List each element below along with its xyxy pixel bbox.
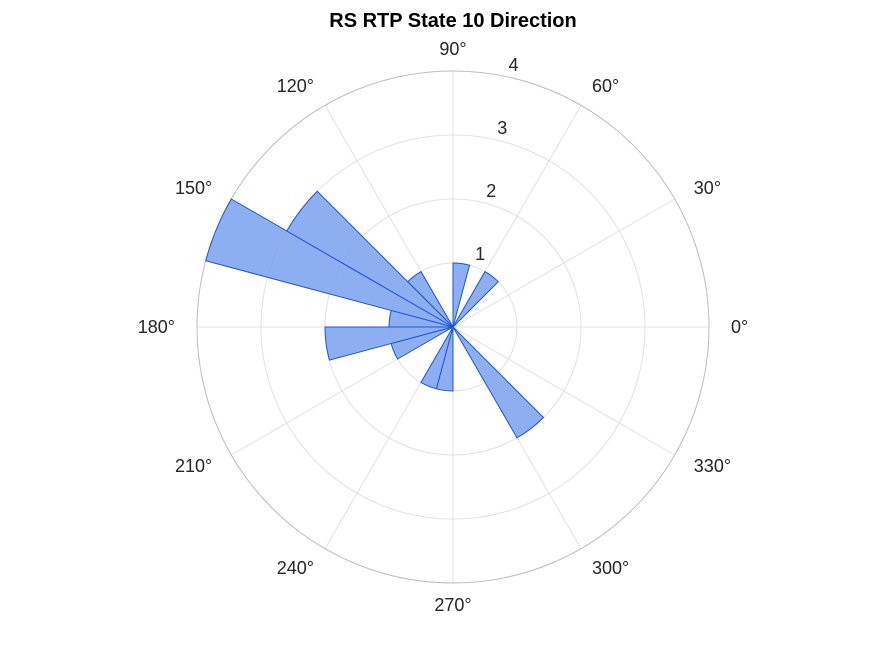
histogram-bar (390, 326, 454, 360)
angle-tick-label: 180° (138, 317, 175, 337)
histogram-bar (205, 198, 454, 328)
histogram-bar (435, 326, 454, 392)
histogram-bar (452, 262, 471, 328)
axis-labels: 0° 30° 60° 90° 120° 150° 180° 210° 240° 270° 300° 3… (138, 39, 748, 615)
histogram-bar (452, 270, 499, 328)
radial-tick-label: 1 (475, 244, 485, 264)
angle-tick-label: 270° (434, 595, 471, 615)
radial-tick-label: 2 (486, 181, 496, 201)
angle-tick-label: 210° (175, 456, 212, 476)
angle-tick-label: 90° (439, 39, 466, 59)
angle-tick-label: 240° (277, 558, 314, 578)
angle-tick-label: 60° (592, 76, 619, 96)
chart-title: RS RTP State 10 Direction (329, 10, 576, 32)
angle-tick-label: 300° (592, 558, 629, 578)
angle-tick-label: 0° (731, 317, 748, 337)
grid-ring-3 (260, 134, 646, 520)
angle-tick-label: 120° (277, 76, 314, 96)
angle-tick-label: 330° (694, 456, 731, 476)
grid-ring-4 (196, 70, 710, 584)
radial-tick-label: 4 (508, 55, 518, 75)
angle-tick-label: 150° (175, 178, 212, 198)
radial-tick-label: 3 (497, 118, 507, 138)
histogram-bar (452, 326, 545, 439)
histogram-bars (205, 190, 545, 439)
angle-tick-label: 30° (694, 178, 721, 198)
